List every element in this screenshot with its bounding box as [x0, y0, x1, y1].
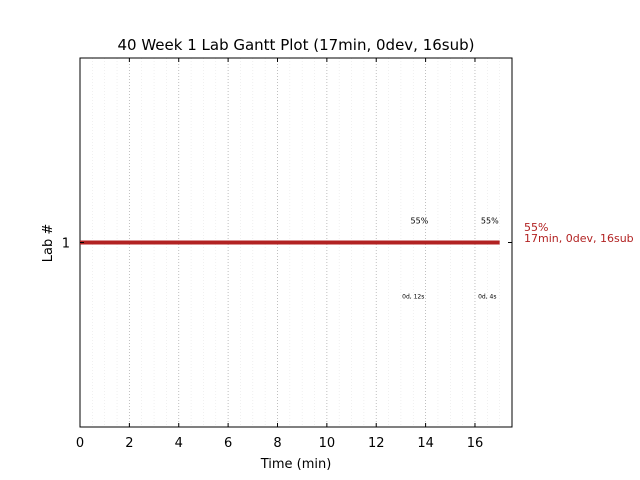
x-tick-label: 6	[224, 436, 232, 451]
x-tick-label: 0	[76, 436, 84, 451]
annotation-percent: 55%	[481, 217, 499, 226]
x-tick-label: 4	[175, 436, 183, 451]
x-tick-label: 8	[273, 436, 281, 451]
annotation-percent: 55%	[411, 217, 429, 226]
chart-title: 40 Week 1 Lab Gantt Plot (17min, 0dev, 1…	[117, 36, 474, 54]
y-axis-ticks: 1	[62, 237, 512, 252]
x-tick-label: 10	[319, 436, 336, 451]
x-tick-label: 16	[467, 436, 484, 451]
x-tick-label: 12	[368, 436, 385, 451]
x-axis-ticks: 0 2 4 6 8 10 12 14 16	[76, 58, 483, 451]
y-tick-label: 1	[62, 237, 70, 252]
x-tick-label: 14	[417, 436, 434, 451]
annotation-duration: 0d, 4s	[478, 294, 496, 301]
annotation-duration: 0d, 12s	[402, 294, 424, 301]
annotations: 55% 55% 0d, 12s 0d, 4s	[402, 217, 499, 301]
y-axis-label: Lab #	[41, 224, 56, 263]
side-label-percent: 55%	[524, 221, 548, 234]
side-label-summary: 17min, 0dev, 16sub	[524, 232, 634, 245]
x-tick-label: 2	[125, 436, 133, 451]
x-axis-label: Time (min)	[260, 457, 332, 472]
